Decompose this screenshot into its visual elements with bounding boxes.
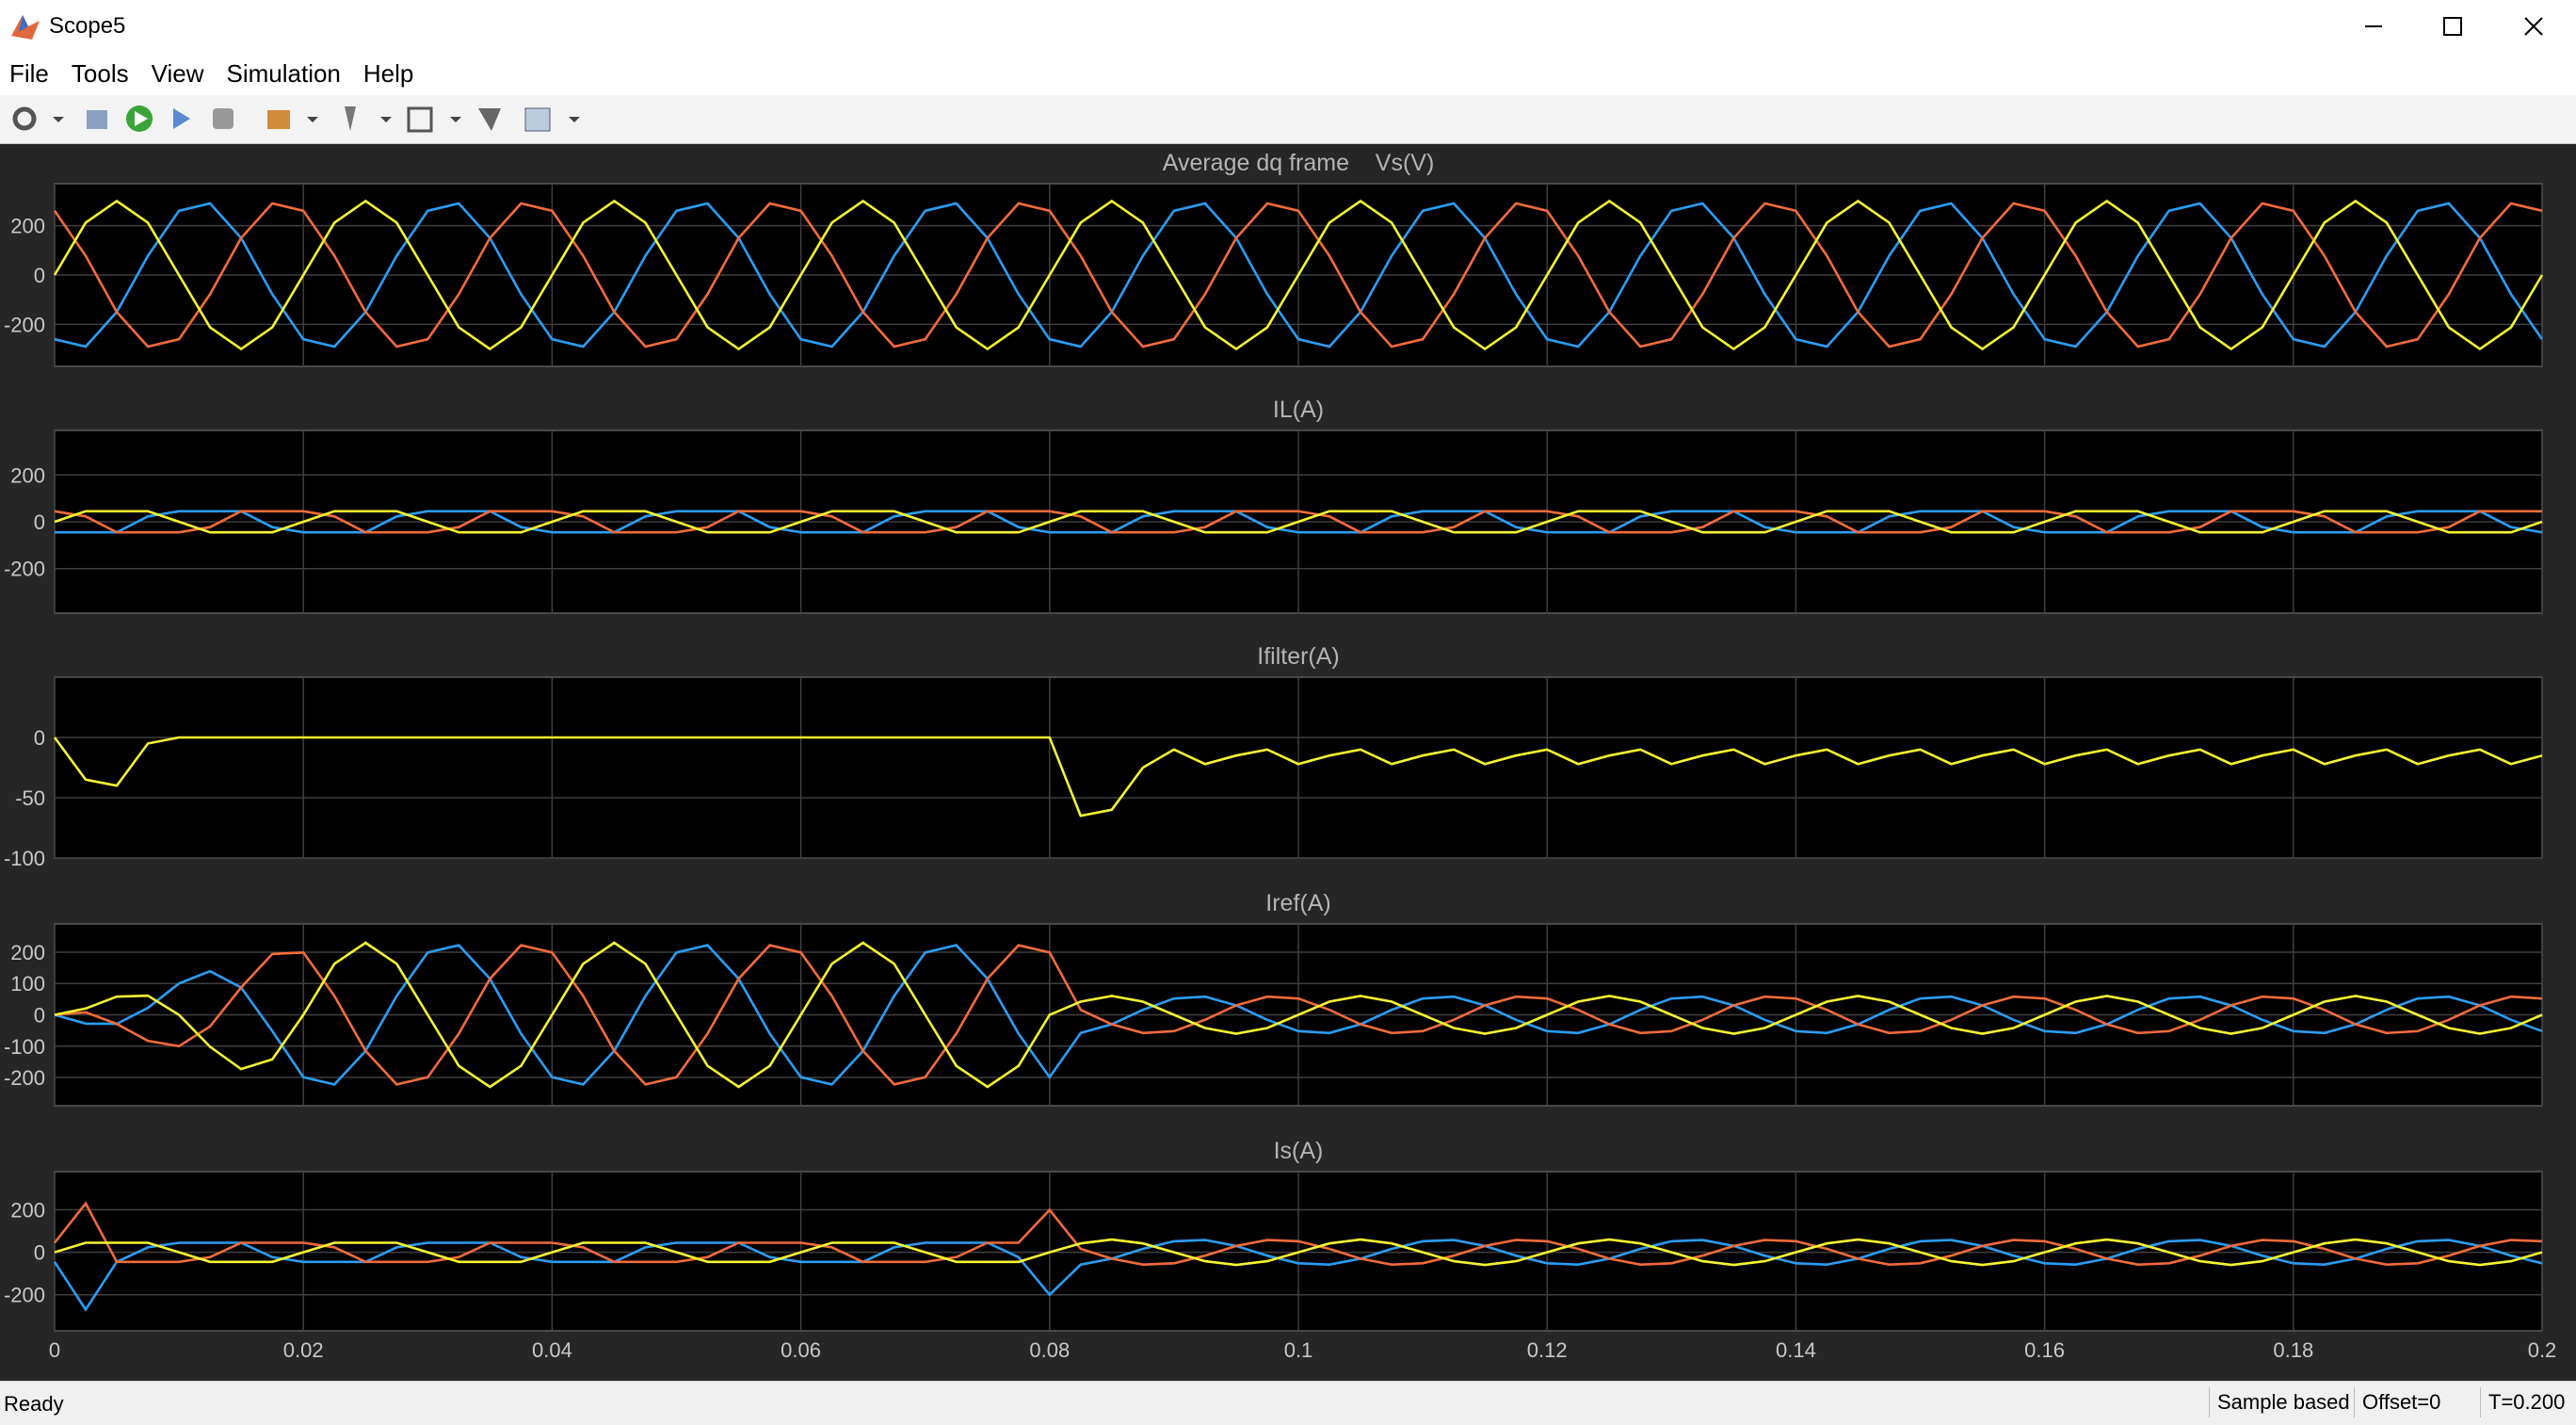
close-button[interactable] — [2524, 17, 2543, 36]
menu-item[interactable]: File — [9, 59, 49, 88]
y-tick-label: 0 — [34, 1241, 45, 1265]
highlight-button[interactable] — [267, 110, 290, 129]
x-tick-label: 0.1 — [1284, 1338, 1313, 1362]
y-tick-label: 0 — [34, 1004, 45, 1028]
title-bar: Scope5 — [0, 0, 2576, 53]
menu-item[interactable]: View — [151, 59, 204, 88]
scope-plots: Average dq frame Vs(V) -200 0 200 IL(A) -200 0… — [4, 150, 2557, 1362]
x-tick-label: 0.16 — [2024, 1338, 2065, 1362]
toolbar — [0, 95, 2576, 144]
y-tick-label: 200 — [10, 1199, 45, 1223]
series-line — [53, 199, 2544, 351]
x-tick-label: 0.14 — [1776, 1338, 1816, 1362]
series-line — [54, 1238, 2543, 1267]
y-tick-label: -100 — [4, 847, 45, 870]
y-tick-label: -100 — [4, 1035, 45, 1059]
signal-button[interactable] — [345, 106, 356, 131]
status-text: Ready — [4, 1392, 64, 1416]
status-field: Offset=0 — [2354, 1387, 2440, 1417]
y-tick-label: 200 — [10, 215, 45, 238]
status-bar: Ready Sample based Offset=0 T=0.200 — [0, 1381, 2576, 1425]
menu-item[interactable]: Tools — [71, 59, 129, 88]
series-line — [54, 510, 2542, 534]
series-line — [54, 944, 2543, 1086]
y-tick-label: -50 — [15, 786, 45, 810]
x-tick-label: 0.06 — [781, 1338, 821, 1362]
x-tick-label: 0.04 — [532, 1338, 572, 1362]
y-tick-label: -200 — [4, 1284, 45, 1307]
series-line — [54, 510, 2543, 534]
series-line — [54, 944, 2543, 1086]
menu-item[interactable]: Help — [362, 59, 414, 88]
window-title: Scope5 — [49, 13, 126, 39]
y-tick-label: 0 — [34, 510, 45, 534]
panel-title: Average dq frame Vs(V) — [1163, 150, 1435, 176]
panel-title: IL(A) — [1273, 397, 1324, 423]
autoscale-button[interactable] — [478, 108, 501, 131]
panel-title: Is(A) — [1274, 1138, 1324, 1164]
y-tick-label: -200 — [4, 1066, 45, 1090]
zoom-button[interactable] — [407, 106, 433, 133]
series-line — [55, 510, 2543, 534]
menu-item[interactable]: Simulation — [226, 59, 341, 88]
step-forward-button[interactable] — [173, 108, 190, 129]
status-field: T=0.200 — [2480, 1387, 2565, 1417]
y-tick-label: -200 — [4, 313, 45, 336]
y-tick-label: 0 — [34, 726, 45, 750]
status-field: Sample based — [2209, 1387, 2350, 1417]
x-tick-label: 0.08 — [1029, 1338, 1070, 1362]
series-line — [53, 1239, 2543, 1312]
series-line — [53, 1201, 2543, 1267]
panel-title: Ifilter(A) — [1257, 643, 1340, 670]
y-tick-label: 200 — [10, 463, 45, 487]
stop-button[interactable] — [213, 108, 233, 129]
menu-bar: File Tools View Simulation Help — [0, 53, 2576, 95]
window-controls — [2365, 17, 2543, 36]
panel-title: Iref(A) — [1265, 890, 1330, 916]
app-icon — [11, 15, 40, 40]
cursor-button[interactable] — [524, 107, 551, 132]
y-tick-label: 200 — [10, 941, 45, 964]
x-tick-label: 0.12 — [1527, 1338, 1568, 1362]
y-tick-label: 0 — [34, 264, 45, 287]
settings-button[interactable] — [12, 106, 37, 131]
y-tick-label: -200 — [4, 558, 45, 581]
y-tick-label: 100 — [10, 972, 45, 996]
maximize-button[interactable] — [2443, 17, 2462, 36]
toolbar-icons — [12, 105, 580, 133]
series-line — [54, 941, 2543, 1089]
x-tick-label: 0 — [49, 1338, 60, 1362]
series-line — [53, 202, 2543, 348]
series-line — [54, 202, 2544, 348]
x-tick-label: 0.02 — [283, 1338, 324, 1362]
x-tick-label: 0.18 — [2273, 1338, 2313, 1362]
series-line — [53, 736, 2543, 818]
x-tick-label: 0.2 — [2528, 1338, 2557, 1362]
step-back-button[interactable] — [87, 110, 107, 129]
